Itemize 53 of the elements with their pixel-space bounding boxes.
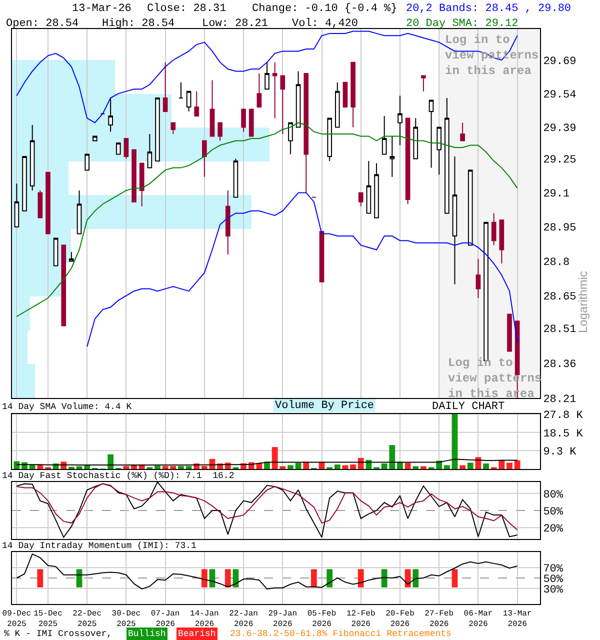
y-tick-label: 28.95 [543,222,576,235]
text: 13-Mar-26 [72,3,132,15]
text: Close: 28.31 [147,3,227,15]
text: 20 Day SMA: 29.12 [406,18,518,30]
y-tick-label: 30% [543,584,564,596]
series-label: 20,2 Bands: 28.45 , 29.80 [406,3,572,15]
y-tick-label: 28.65 [543,292,576,304]
x-tick-label: 13-Mar 2026 [502,610,532,629]
text: Volume By Price [275,400,374,412]
x-tick-label: 20-Feb 2026 [386,610,415,629]
x-tick-label: 12-Feb 2026 [346,610,376,629]
x-tick-label: 15-Dec 2025 [34,610,63,629]
x-tick-label: 27-Feb 2026 [424,610,454,629]
text: Bearish [178,629,216,639]
x-tick-label: 06-Mar 2026 [464,610,493,629]
x-tick-label: 22-Dec 2025 [72,610,102,629]
y-tick-label: 29.1 [543,188,570,201]
y-tick-label: 28.8 [543,257,570,270]
y-tick-label: 18.5 K [543,428,584,440]
x-tick-label: 22-Jan 2026 [229,610,258,629]
text: DAILY CHART [432,401,506,413]
y-axis-title: Logarithmic [576,270,590,333]
chart-title: 14 Day SMA Volume: 4.4 K [2,402,132,412]
text: Change: -0.10 {-0.4 %} [252,3,398,15]
y-tick-label: 29.39 [543,123,576,136]
y-tick-label: 9.3 K [543,446,577,458]
x-tick-label: 07-Jan 2026 [150,610,180,629]
y-tick-label: 28.21 [543,394,577,406]
text: % K - IMI Crossover, [4,629,112,639]
y-tick-label: 80% [543,489,564,502]
chart-title: 14 Day Intraday Momentum (IMI): 73.1 [2,541,196,552]
y-tick-label: 28.51 [543,324,577,336]
y-tick-label: 50% [543,506,564,518]
annotation: Open: 28.54 [6,18,80,30]
text: Bullish [128,629,166,639]
x-tick-label: 14-Jan 2026 [190,610,220,629]
y-tick-label: 29.25 [543,154,576,167]
y-tick-label: 29.69 [543,56,576,68]
text: 23.6-38.2-50-61.8% Fibonacci Retracements [230,629,452,639]
y-tick-label: 70% [543,563,564,576]
x-tick-label: 05-Feb 2026 [307,610,336,629]
annotation: Vol: 4,420 [292,18,358,30]
y-tick-label: 50% [543,574,564,586]
annotation: Low: 28.21 [202,18,268,30]
x-tick-label: 09-Dec 2025 [2,610,32,629]
chart-title: 14 Day Fast Stochastic (%K) (%D): 7.1 16.2 [2,471,234,482]
y-tick-label: 29.54 [543,89,577,102]
x-tick-label: 30-Dec 2025 [112,610,141,629]
y-tick-label: 28.36 [543,358,576,371]
y-tick-label: 27.8 K [543,410,584,422]
x-tick-label: 29-Jan 2026 [268,610,298,629]
y-tick-label: 20% [543,523,564,536]
annotation: High: 28.54 [102,18,176,30]
